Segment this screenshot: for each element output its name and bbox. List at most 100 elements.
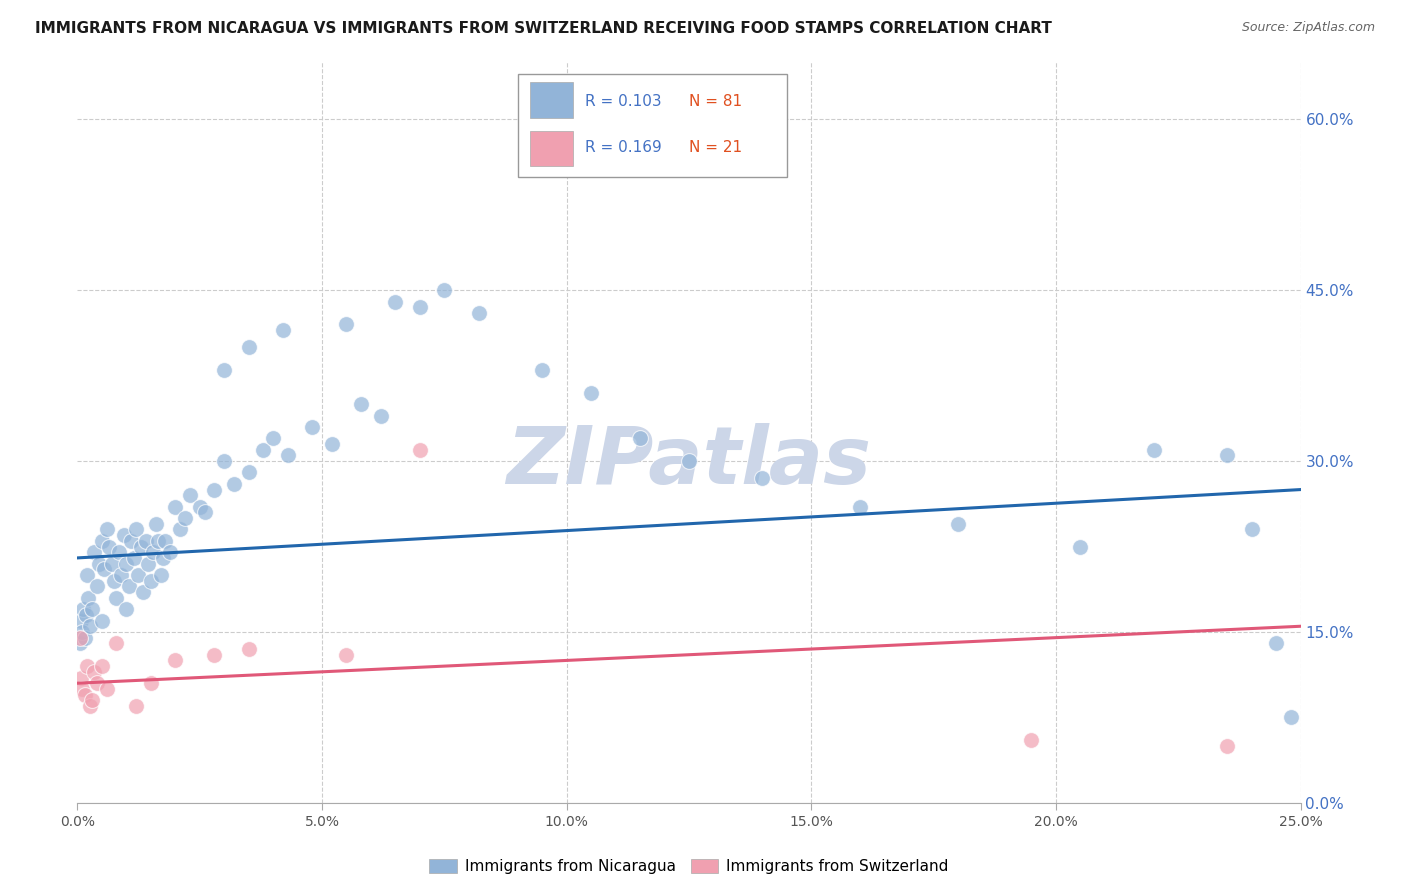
Point [301, 420, 323, 434]
Point [105, 636, 128, 650]
Point [103, 574, 125, 588]
Point [73, 631, 96, 645]
Point [152, 550, 174, 565]
Point [120, 533, 142, 548]
Point [1216, 739, 1239, 753]
Point [262, 431, 284, 445]
Point [238, 340, 260, 354]
Point [139, 574, 162, 588]
Point [115, 602, 138, 616]
Point [179, 488, 201, 502]
Point [751, 471, 773, 485]
Point [238, 466, 260, 480]
Point [100, 557, 122, 571]
Legend: Immigrants from Nicaragua, Immigrants from Switzerland: Immigrants from Nicaragua, Immigrants fr… [423, 853, 955, 880]
Point [86, 579, 108, 593]
Point [139, 676, 162, 690]
Text: IMMIGRANTS FROM NICARAGUA VS IMMIGRANTS FROM SWITZERLAND RECEIVING FOOD STAMPS C: IMMIGRANTS FROM NICARAGUA VS IMMIGRANTS … [35, 21, 1052, 36]
Point [110, 568, 132, 582]
FancyBboxPatch shape [530, 82, 572, 118]
Point [174, 511, 197, 525]
Point [115, 557, 138, 571]
Point [125, 523, 148, 537]
Point [433, 283, 456, 297]
Text: Source: ZipAtlas.com: Source: ZipAtlas.com [1241, 21, 1375, 34]
Point [125, 698, 148, 713]
Point [149, 568, 172, 582]
Point [70, 614, 93, 628]
Point [83, 545, 105, 559]
Point [335, 318, 357, 332]
Point [80, 693, 103, 707]
Point [238, 642, 260, 657]
Point [335, 648, 357, 662]
Point [77, 591, 100, 605]
Point [98, 540, 121, 554]
Point [1216, 449, 1239, 463]
Text: N = 21: N = 21 [689, 140, 742, 155]
Point [127, 568, 149, 582]
Point [86, 676, 108, 690]
Point [384, 294, 406, 309]
Point [96, 681, 118, 696]
Point [132, 585, 155, 599]
Point [1143, 442, 1166, 457]
Point [628, 431, 651, 445]
Point [90, 659, 112, 673]
Text: N = 81: N = 81 [689, 95, 742, 109]
Point [69, 631, 91, 645]
Point [122, 550, 145, 565]
Point [467, 306, 489, 320]
Point [89, 557, 111, 571]
Point [409, 301, 432, 315]
Point [108, 545, 131, 559]
Point [188, 500, 211, 514]
Point [1279, 710, 1302, 724]
Point [96, 523, 118, 537]
Point [69, 636, 91, 650]
FancyBboxPatch shape [530, 130, 572, 166]
Point [579, 385, 602, 400]
Point [1265, 636, 1288, 650]
Point [70, 671, 93, 685]
Text: R = 0.103: R = 0.103 [585, 95, 662, 109]
Point [73, 688, 96, 702]
Point [370, 409, 392, 423]
Point [1240, 523, 1263, 537]
Point [169, 523, 191, 537]
Point [155, 533, 177, 548]
Point [135, 533, 157, 548]
Point [252, 442, 274, 457]
Point [946, 516, 969, 531]
Point [212, 454, 235, 468]
Point [79, 698, 101, 713]
Point [212, 363, 235, 377]
Point [83, 665, 105, 679]
Point [118, 579, 141, 593]
Point [76, 659, 98, 673]
Point [145, 516, 167, 531]
Point [90, 614, 112, 628]
Point [1069, 540, 1091, 554]
Point [146, 533, 169, 548]
Point [136, 557, 159, 571]
Point [70, 681, 93, 696]
Point [93, 562, 115, 576]
Point [159, 545, 181, 559]
Text: ZIPatlas: ZIPatlas [506, 423, 872, 501]
Point [72, 602, 94, 616]
Point [76, 568, 98, 582]
Point [105, 591, 128, 605]
Point [849, 500, 872, 514]
Point [90, 533, 112, 548]
Point [277, 449, 299, 463]
Point [75, 607, 97, 622]
Point [202, 648, 225, 662]
Point [80, 602, 103, 616]
Point [222, 476, 245, 491]
Point [129, 540, 152, 554]
FancyBboxPatch shape [517, 73, 787, 178]
Point [202, 483, 225, 497]
Point [112, 528, 135, 542]
Point [409, 442, 432, 457]
